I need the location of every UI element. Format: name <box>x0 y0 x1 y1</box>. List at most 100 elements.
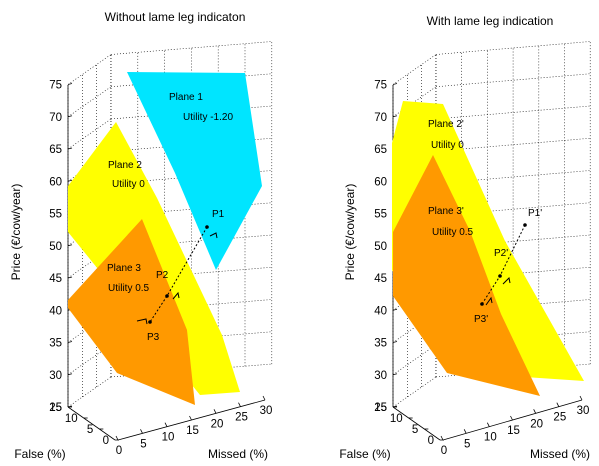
x-tick-label: 20 <box>211 418 224 430</box>
z-tick-label: 70 <box>49 112 62 124</box>
y-tick-label: 5 <box>87 424 93 436</box>
data-point-label: P1 <box>212 209 225 220</box>
plane-name-label: Plane 2 <box>108 160 142 171</box>
plane-name-label: Plane 3' <box>428 206 464 217</box>
x-tick <box>463 429 467 434</box>
x-tick <box>213 409 217 414</box>
data-point-label: P3' <box>474 314 488 325</box>
data-point <box>480 302 484 306</box>
z-tick-label: 55 <box>49 209 62 221</box>
x-tick-label: 15 <box>186 425 199 437</box>
x-tick <box>189 415 192 421</box>
direction-mark <box>485 296 493 306</box>
z-axis-label: Price (€/cow/year) <box>343 184 357 281</box>
z-tick-label: 75 <box>49 80 62 92</box>
z-tick <box>392 83 398 85</box>
y-tick-label: 5 <box>412 424 418 436</box>
z-tick-label: 50 <box>49 241 62 253</box>
z-tick-label: 45 <box>374 273 387 285</box>
z-tick-label: 70 <box>374 112 387 124</box>
x-tick-label: 5 <box>140 438 146 450</box>
plane-utility-label: Utility 0 <box>112 179 145 190</box>
z-tick <box>392 373 398 376</box>
plane-2 <box>393 155 540 396</box>
x-tick-label: 20 <box>530 418 543 430</box>
direction-mark <box>136 318 148 325</box>
x-tick <box>262 395 266 401</box>
z-tick <box>67 115 73 118</box>
direction-mark <box>502 276 511 285</box>
z-tick-label: 50 <box>374 241 387 253</box>
x-tick <box>533 409 537 414</box>
z-tick-label: 30 <box>374 370 387 382</box>
x-tick <box>556 402 560 407</box>
plane-utility-label: Utility 0.5 <box>432 227 474 238</box>
x-tick-label: 0 <box>116 445 122 457</box>
y-axis-label: False (%) <box>339 447 390 461</box>
plane-name-label: Plane 3 <box>107 263 141 274</box>
y-axis <box>392 406 441 441</box>
z-tick <box>67 341 73 343</box>
z-tick-label: 25 <box>374 402 387 414</box>
data-point <box>523 223 527 227</box>
z-tick-label: 60 <box>49 176 62 188</box>
y-tick-label: 15 <box>374 402 387 414</box>
z-tick-label: 35 <box>374 338 387 350</box>
z-tick-label: 65 <box>374 144 387 156</box>
data-point <box>498 274 502 278</box>
z-gridline-left <box>392 376 437 408</box>
z-gridline-left <box>392 54 437 85</box>
z-tick-label: 60 <box>374 176 387 188</box>
x-tick <box>579 395 583 401</box>
x-tick <box>140 429 143 434</box>
data-point-label: P2' <box>494 248 508 259</box>
z-tick <box>392 341 398 343</box>
chart-title: Without lame leg indicaton <box>105 10 246 24</box>
z-gridline-left <box>67 54 112 85</box>
y-axis <box>67 406 116 441</box>
data-point <box>148 320 152 324</box>
plane-1 <box>127 72 262 270</box>
x-tick-label: 0 <box>441 445 447 457</box>
z-tick-label: 25 <box>49 402 62 414</box>
data-point-label: P3 <box>147 332 160 343</box>
z-tick-label: 35 <box>49 338 62 350</box>
data-point-label: P2 <box>156 270 169 281</box>
z-axis-label: Price (€/cow/year) <box>9 184 23 281</box>
z-tick <box>67 244 73 247</box>
x-tick-label: 10 <box>162 432 175 444</box>
z-tick-label: 55 <box>374 209 387 221</box>
x-tick <box>164 422 168 427</box>
x-tick-label: 30 <box>260 405 273 417</box>
z-tick-label: 40 <box>49 305 62 317</box>
plane-utility-label: Utility 0 <box>431 140 464 151</box>
plane-name-label: Plane 1 <box>169 92 203 103</box>
z-tick <box>67 276 73 279</box>
y-axis-label: False (%) <box>14 447 65 461</box>
plane-utility-label: Utility -1.20 <box>183 112 233 123</box>
z-tick <box>67 179 73 182</box>
x-tick-label: 25 <box>235 412 248 424</box>
x-tick <box>486 422 490 427</box>
z-tick-label: 75 <box>374 80 387 92</box>
z-gridline-left <box>67 376 112 408</box>
z-tick-label: 65 <box>49 144 62 156</box>
x-axis-label: Missed (%) <box>530 447 590 461</box>
x-tick-label: 25 <box>553 412 566 424</box>
x-tick-label: 10 <box>484 432 497 444</box>
x-tick <box>238 402 241 407</box>
z-gridline-left <box>392 344 437 375</box>
data-point <box>205 225 209 229</box>
plane-3 <box>68 219 195 405</box>
direction-mark <box>172 291 180 300</box>
x-tick-label: 30 <box>577 405 590 417</box>
x-axis-label: Missed (%) <box>208 447 268 461</box>
plane-name-label: Plane 2' <box>428 119 464 130</box>
z-tick <box>392 115 398 118</box>
data-point-label: P1' <box>528 208 542 219</box>
direction-mark <box>209 232 218 239</box>
z-tick-label: 30 <box>49 370 62 382</box>
y-tick-label: 15 <box>49 402 62 414</box>
plane-utility-label: Utility 0.5 <box>108 283 150 294</box>
